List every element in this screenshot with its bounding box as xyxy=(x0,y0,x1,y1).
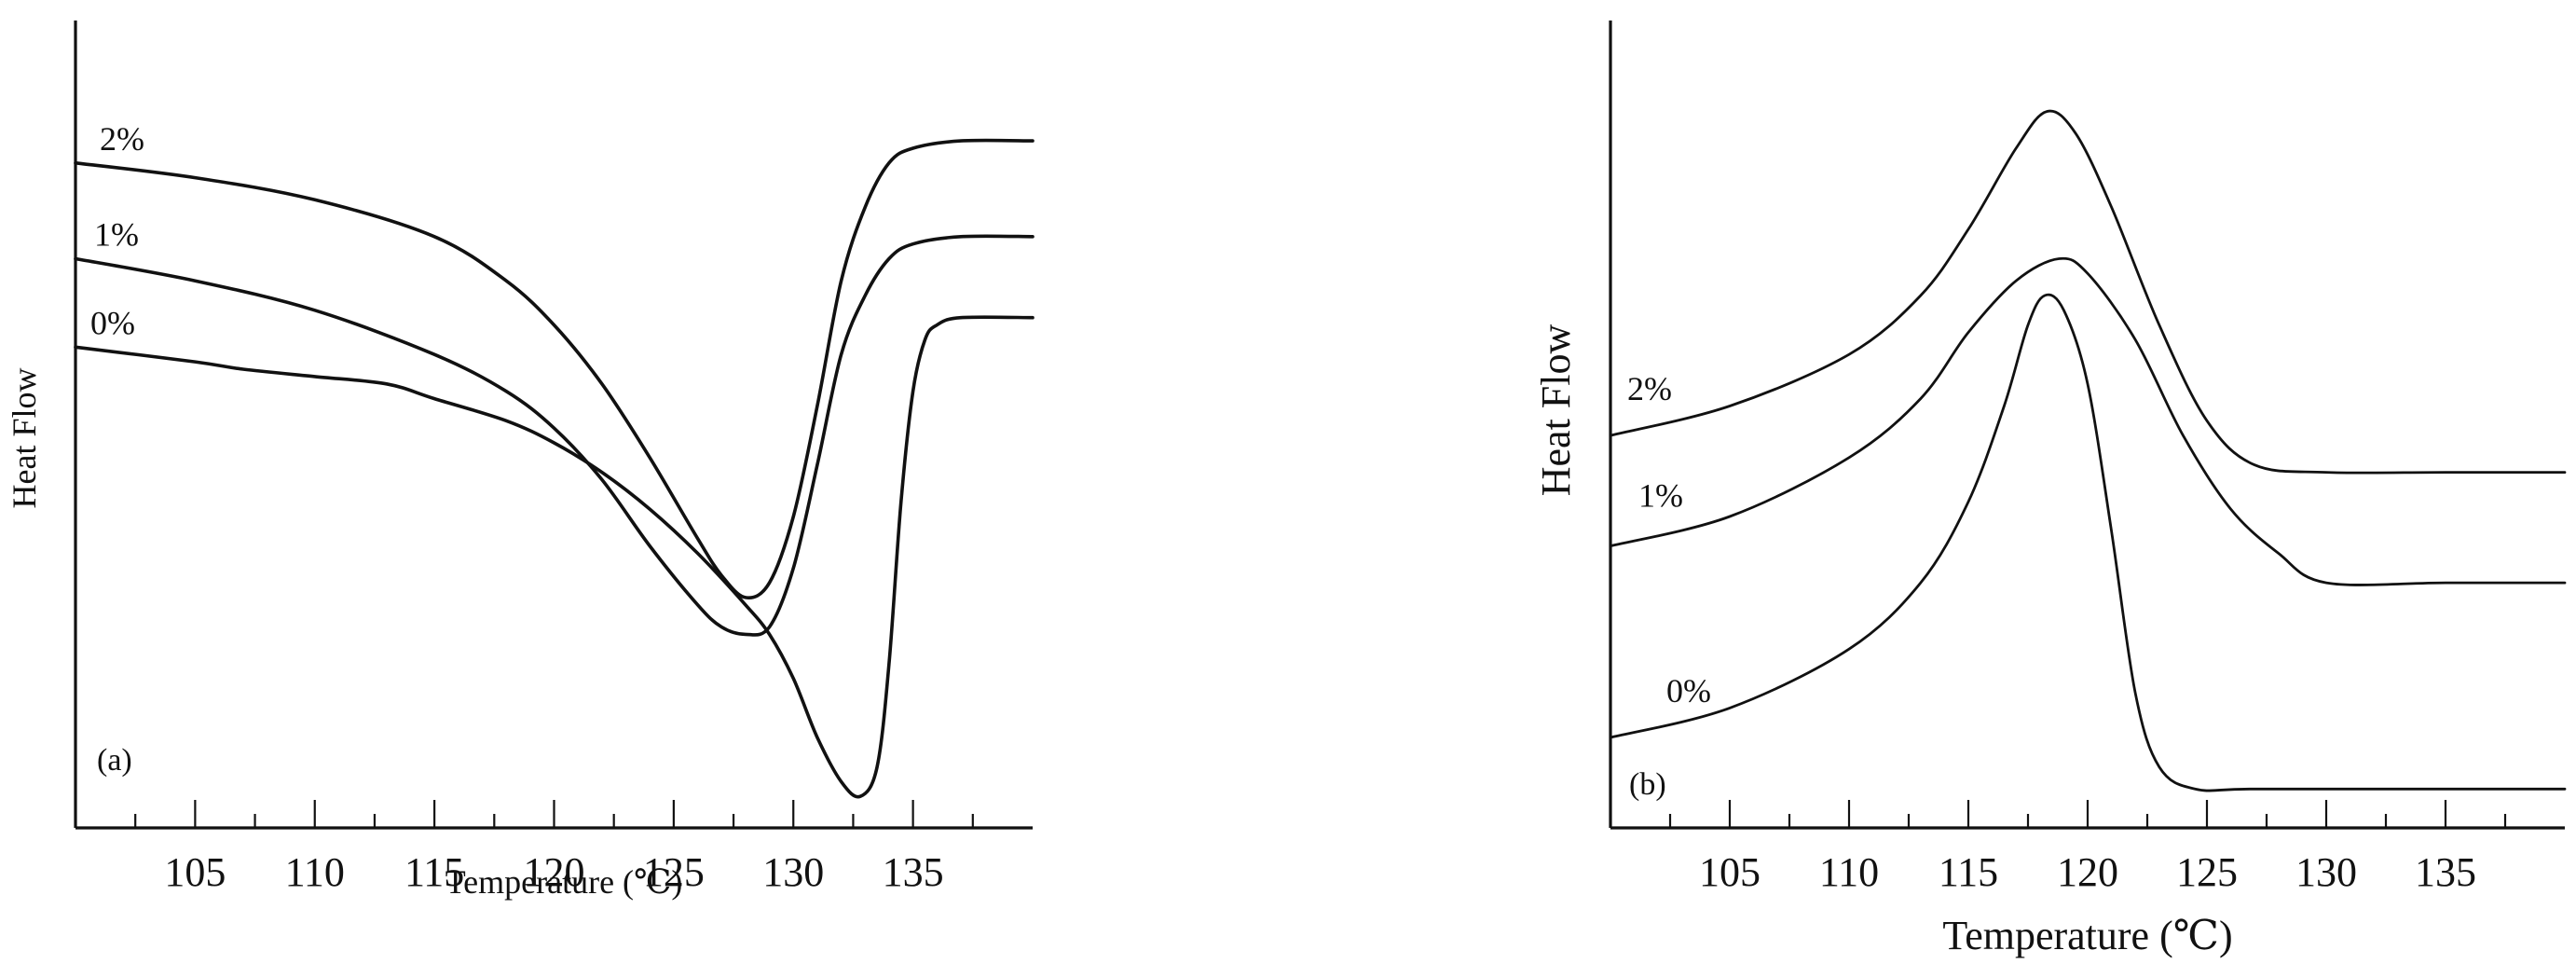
x-tick-label: 110 xyxy=(285,849,345,895)
series-label-0pct: 0% xyxy=(90,304,135,341)
series-line-1pct xyxy=(74,234,1035,637)
x-tick-label: 130 xyxy=(2295,849,2357,895)
x-tick-label: 120 xyxy=(2057,849,2118,895)
series-line-0pct xyxy=(1609,293,2567,792)
y-axis-label-a: Heat Flow xyxy=(6,368,43,509)
x-ticks-a xyxy=(74,800,974,828)
x-tick-label: 135 xyxy=(2415,849,2476,895)
x-tick-label: 105 xyxy=(1699,849,1761,895)
series-line-1pct xyxy=(1609,256,2567,586)
series-label-1pct: 1% xyxy=(1638,477,1683,515)
series-label-2pct: 2% xyxy=(100,120,144,158)
series-line-2pct xyxy=(1609,109,2567,475)
x-tick-label: 125 xyxy=(2176,849,2238,895)
x-axis-label-a: Temperature (℃) xyxy=(445,863,683,901)
x-tick-labels-a: 105 110 115 120 125 130 135 xyxy=(164,849,943,895)
x-tick-label: 115 xyxy=(404,849,464,895)
x-ticks-b xyxy=(1609,800,2507,828)
x-tick-label: 135 xyxy=(883,849,944,895)
series-label-1pct: 1% xyxy=(94,216,139,254)
panel-label-a: (a) xyxy=(97,743,132,778)
series-line-2pct xyxy=(74,138,1035,599)
series-label-0pct: 0% xyxy=(1666,672,1711,709)
x-tick-label: 125 xyxy=(643,849,705,895)
chart-panel-b: 105 110 115 120 125 130 135 2% 1% 0% (b) Tempera… xyxy=(1533,21,2567,958)
x-tick-label: 115 xyxy=(1939,849,1998,895)
curve-labels-b: 2% 1% 0% xyxy=(1627,370,1711,709)
chart-panel-a: 105 110 115 120 125 130 135 2% 1% 0% (a) Tempera… xyxy=(6,21,1035,901)
x-tick-label: 120 xyxy=(524,849,585,895)
x-tick-label: 105 xyxy=(164,849,226,895)
x-tick-label: 110 xyxy=(1819,849,1879,895)
x-axis-label-b: Temperature (℃) xyxy=(1942,913,2232,958)
series-line-0pct xyxy=(74,315,1035,799)
curves-a xyxy=(74,138,1035,799)
curve-labels-a: 2% 1% 0% xyxy=(90,120,144,341)
panel-label-b: (b) xyxy=(1629,767,1666,802)
series-label-2pct: 2% xyxy=(1627,370,1672,407)
curves-b xyxy=(1609,109,2567,792)
x-tick-labels-b: 105 110 115 120 125 130 135 xyxy=(1699,849,2476,895)
y-axis-label-b: Heat Flow xyxy=(1533,324,1579,497)
x-tick-label: 130 xyxy=(762,849,824,895)
